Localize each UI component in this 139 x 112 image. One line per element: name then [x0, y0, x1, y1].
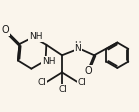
Text: O: O: [84, 66, 92, 76]
Text: N: N: [74, 44, 81, 53]
Text: Cl: Cl: [58, 85, 67, 94]
Text: O: O: [2, 25, 9, 35]
Text: NH: NH: [29, 32, 43, 41]
Text: NH: NH: [42, 57, 55, 66]
Text: H: H: [75, 41, 81, 50]
Text: Cl: Cl: [38, 78, 47, 87]
Text: Cl: Cl: [77, 78, 86, 87]
